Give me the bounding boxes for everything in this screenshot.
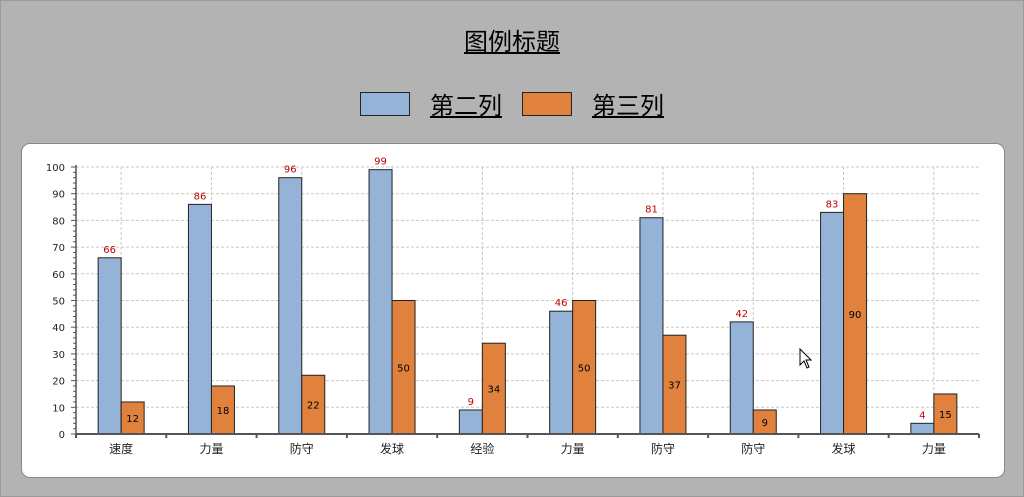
x-tick-label: 防守 (290, 441, 314, 456)
data-label-series2: 12 (126, 414, 139, 425)
mouse-pointer-icon (799, 348, 813, 369)
bar-series1 (549, 310, 574, 435)
legend: 第二列 第三列 (0, 86, 1024, 121)
legend-item-series2: 第三列 (522, 86, 664, 121)
chart-title: 图例标题 (464, 28, 560, 56)
x-tick-label: 发球 (832, 441, 856, 456)
legend-swatch-series2 (522, 91, 572, 116)
y-tick-label: 70 (52, 243, 65, 254)
data-label-series1: 9 (468, 397, 474, 408)
y-tick-label: 40 (52, 323, 65, 334)
y-tick-label: 20 (52, 377, 65, 388)
x-tick-label: 力量 (199, 442, 223, 456)
data-label-series1: 4 (919, 410, 925, 421)
data-label-series1: 46 (555, 298, 568, 309)
x-tick-label: 力量 (922, 442, 946, 456)
bar-series1 (368, 169, 393, 435)
y-tick-label: 80 (52, 216, 65, 227)
data-label-series2: 18 (217, 406, 230, 417)
y-tick-label: 100 (46, 163, 65, 174)
data-label-series1: 86 (194, 191, 207, 202)
data-label-series2: 22 (307, 401, 320, 412)
data-label-series1: 66 (103, 245, 116, 256)
data-label-series1: 42 (735, 309, 748, 320)
x-tick-label: 防守 (651, 441, 675, 456)
bar-series1 (729, 321, 754, 435)
bar-series1 (187, 203, 212, 435)
data-label-series2: 50 (578, 363, 591, 374)
bar-series1 (278, 177, 303, 435)
y-tick-label: 0 (59, 430, 65, 441)
x-tick-label: 经验 (470, 441, 494, 456)
data-label-series2: 34 (487, 385, 500, 396)
legend-item-series1: 第二列 (360, 86, 502, 121)
legend-label-series2: 第三列 (592, 92, 664, 120)
x-tick-label: 防守 (741, 441, 765, 456)
x-tick-label: 发球 (380, 441, 404, 456)
legend-swatch-series1 (360, 91, 410, 116)
y-tick-label: 30 (52, 350, 65, 361)
bar-series1 (820, 211, 845, 435)
bar-series1 (639, 217, 664, 435)
data-label-series1: 81 (645, 205, 658, 216)
y-tick-label: 50 (52, 297, 65, 308)
data-label-series1: 96 (284, 165, 297, 176)
data-label-series1: 83 (826, 199, 839, 210)
data-label-series2: 15 (939, 410, 952, 421)
bar-series1 (458, 409, 483, 435)
data-label-series2: 9 (762, 418, 768, 429)
data-label-series2: 90 (849, 310, 862, 321)
y-tick-label: 90 (52, 190, 65, 201)
x-tick-label: 力量 (561, 442, 585, 456)
y-tick-label: 10 (52, 403, 65, 414)
data-label-series1: 99 (374, 157, 387, 168)
bar-series1 (910, 422, 935, 435)
bar-series1 (97, 257, 122, 435)
legend-label-series1: 第二列 (430, 92, 502, 120)
y-tick-label: 60 (52, 270, 65, 281)
x-tick-label: 速度 (109, 441, 133, 456)
data-label-series2: 37 (668, 381, 681, 392)
data-label-series2: 50 (397, 363, 410, 374)
